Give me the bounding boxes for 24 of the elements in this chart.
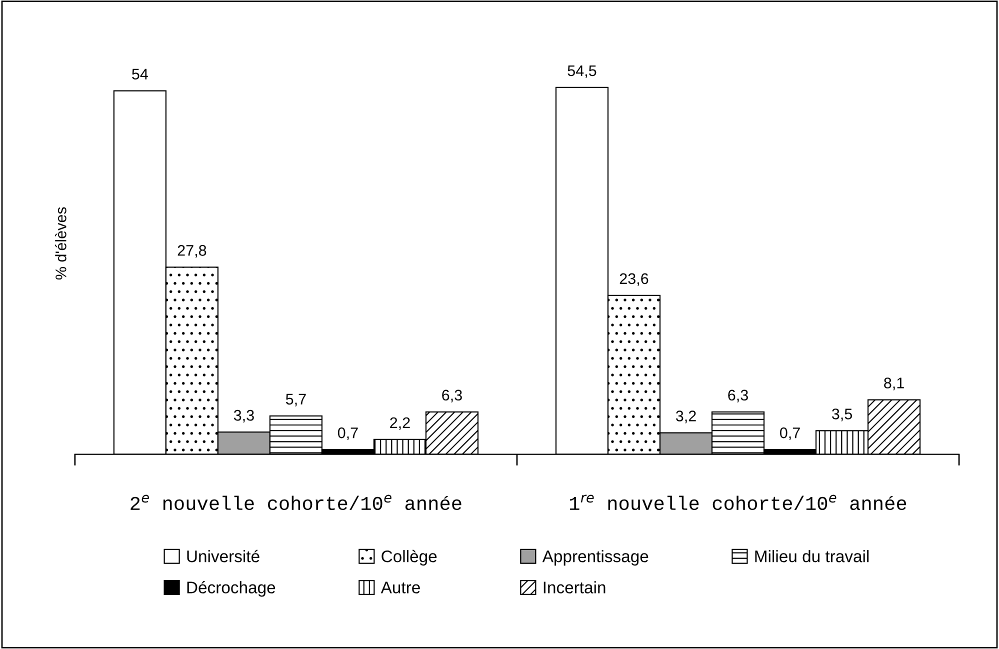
data-label: 3,5 bbox=[832, 408, 852, 422]
legend-label: Décrochage bbox=[187, 580, 276, 597]
legend-label: Collège bbox=[382, 550, 437, 566]
data-label: 27,8 bbox=[178, 245, 206, 258]
data-label: 3,2 bbox=[676, 410, 696, 424]
legend-label: Milieu du travail bbox=[755, 550, 869, 562]
data-label: 2,2 bbox=[390, 417, 410, 430]
data-label: 54,5 bbox=[568, 65, 596, 78]
data-label: 5,7 bbox=[286, 394, 306, 406]
data-label: 54 bbox=[132, 68, 148, 80]
data-label: 0,7 bbox=[780, 427, 800, 440]
data-label: 6,3 bbox=[728, 390, 748, 402]
x-tick-label: 2$^{e}$ nouvelle cohorte/10$^{e}$ année bbox=[130, 494, 462, 510]
x-tick-label: 1$^{re}$ nouvelle cohorte/10$^{e}$ année bbox=[570, 494, 906, 510]
data-label: 8,1 bbox=[884, 378, 904, 390]
data-label: 3,3 bbox=[234, 410, 254, 423]
legend-label: Incertain bbox=[544, 581, 606, 594]
legend-label: Apprentissage bbox=[542, 550, 648, 566]
data-label: 23,6 bbox=[620, 273, 648, 286]
legend-label: Université bbox=[187, 550, 260, 562]
data-label: 6,3 bbox=[442, 390, 462, 402]
legend-label: Autre bbox=[380, 582, 420, 594]
y-axis-title: % d'élèves bbox=[54, 207, 66, 280]
data-label: 0,7 bbox=[338, 427, 358, 440]
